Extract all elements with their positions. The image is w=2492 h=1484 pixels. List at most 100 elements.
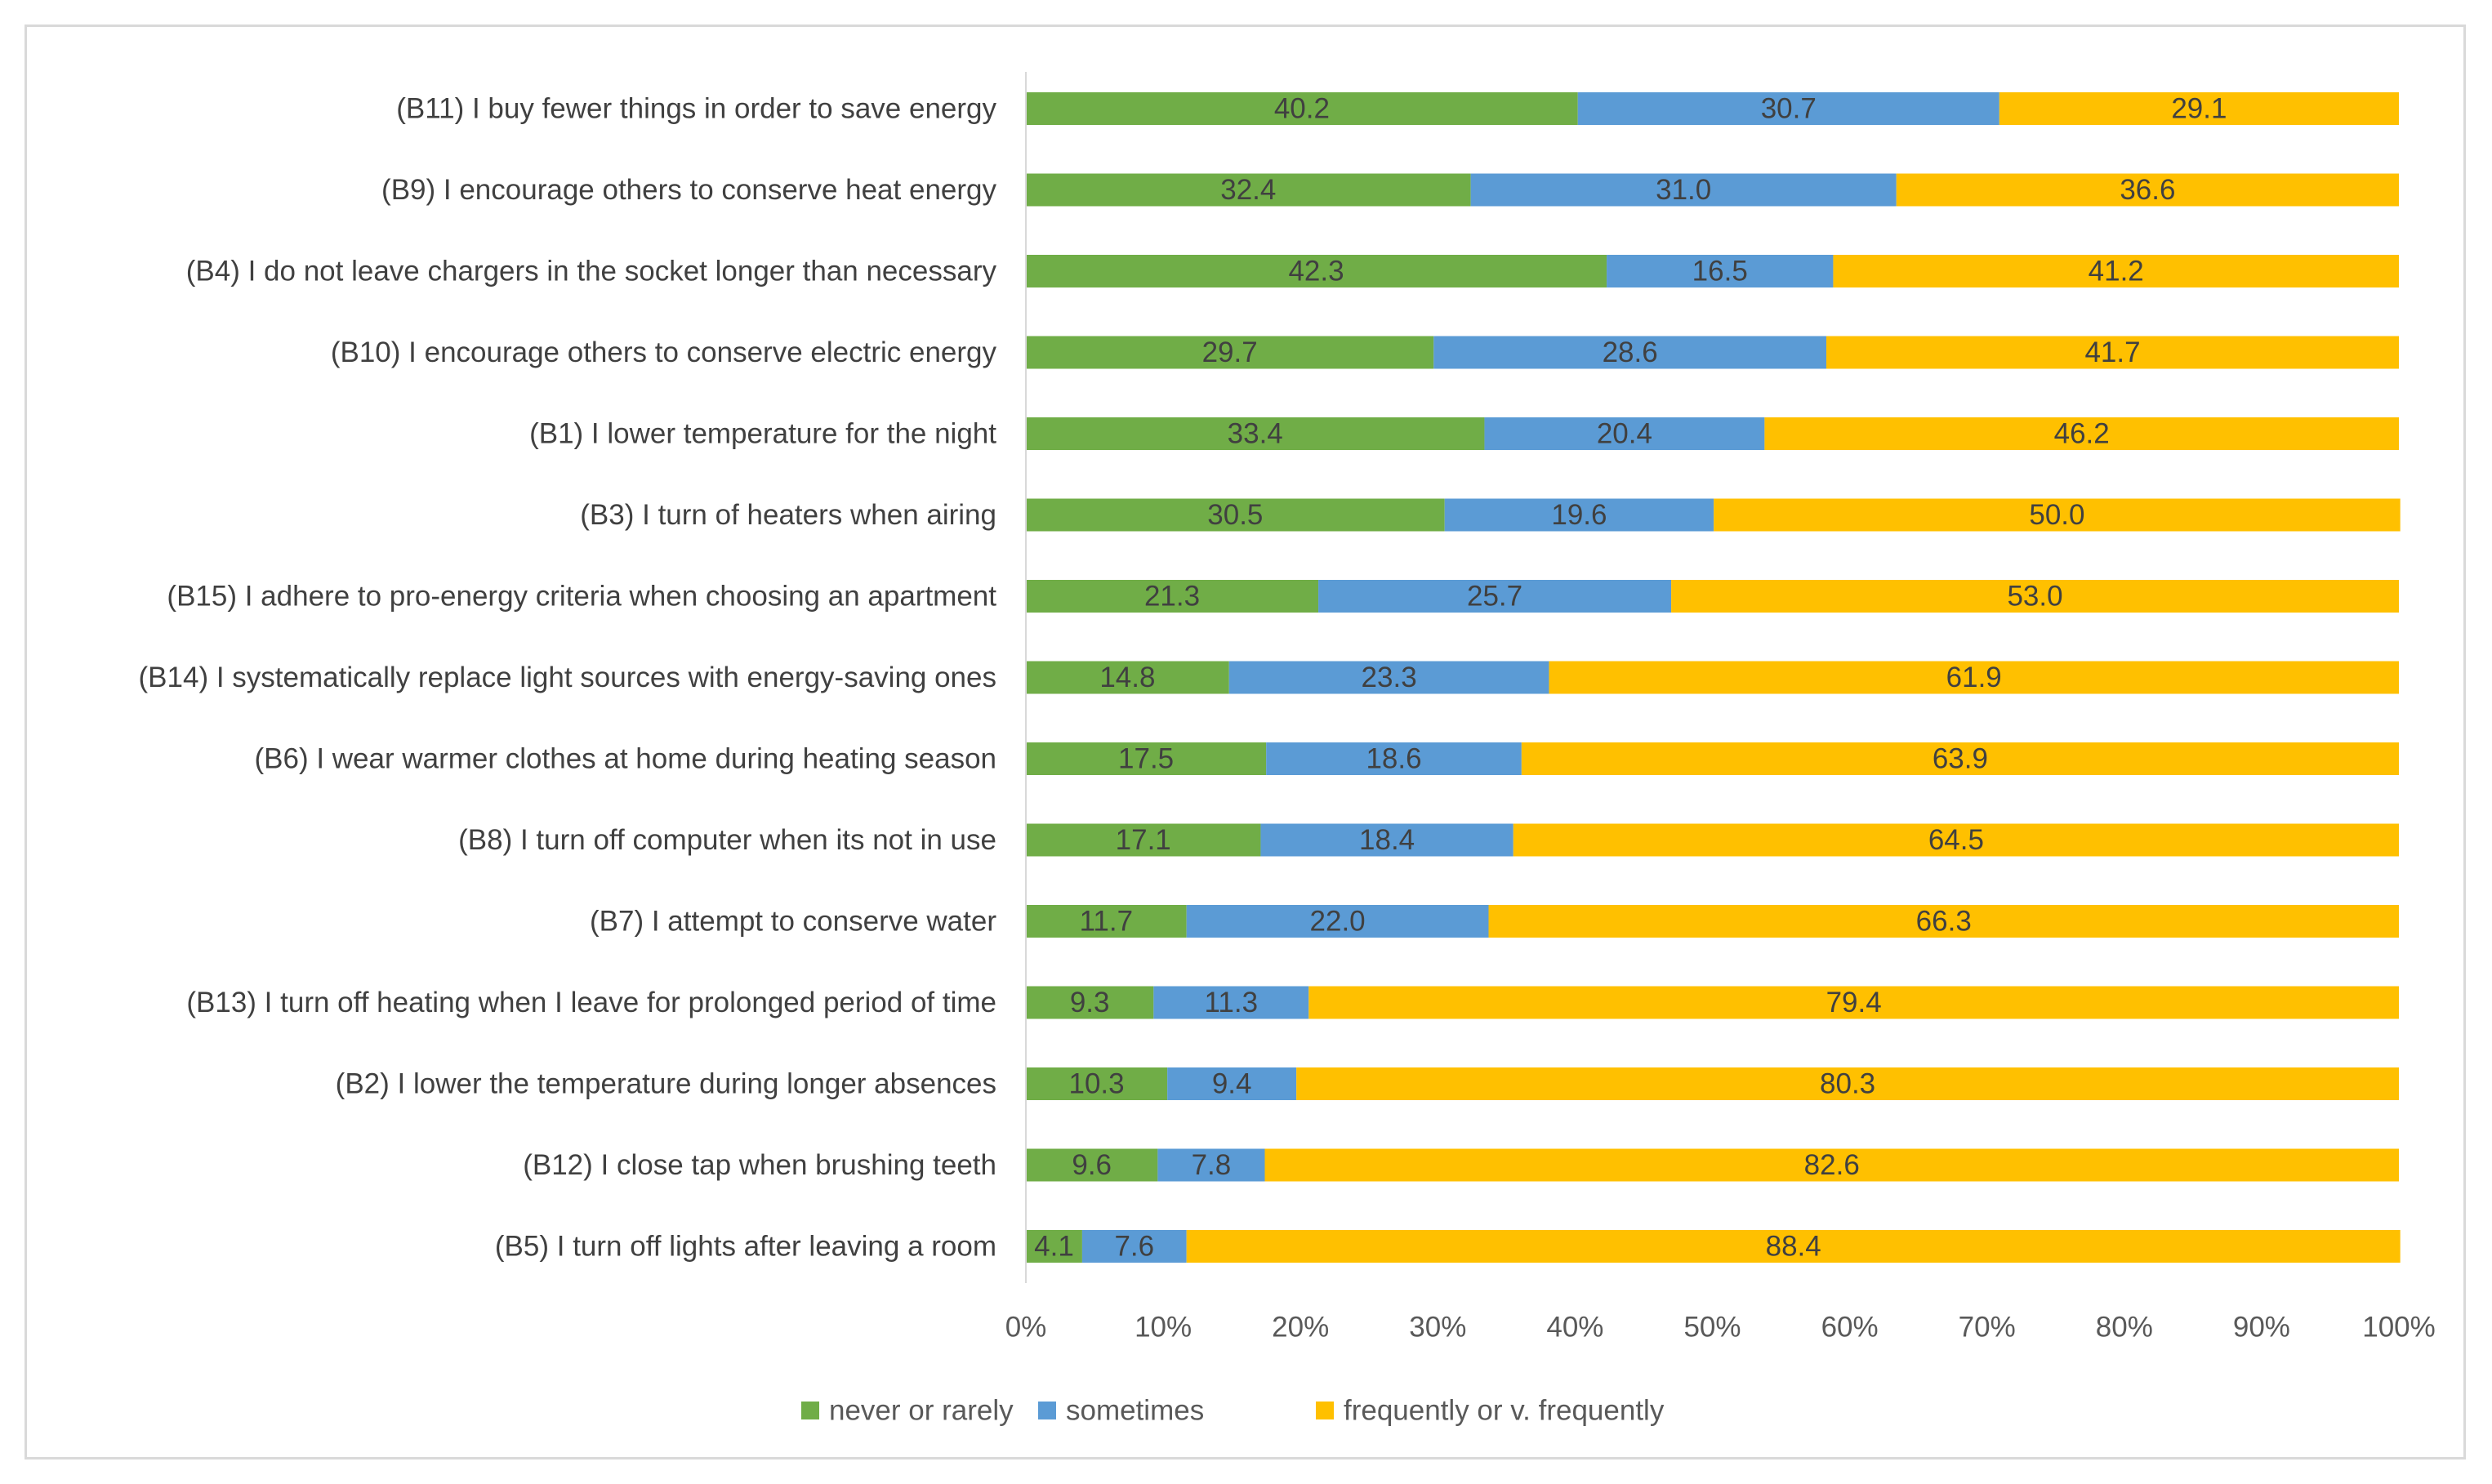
bar-segment-sometimes: [1444, 498, 1714, 532]
category-label: (B13) I turn off heating when I leave fo…: [186, 987, 996, 1018]
bar-segment-sometimes: [1266, 742, 1522, 775]
data-label: 9.4: [1212, 1068, 1252, 1100]
data-label: 17.5: [1118, 743, 1174, 775]
x-tick-label: 80%: [2096, 1312, 2153, 1344]
bar-segment-never-or-rarely: [1026, 417, 1485, 450]
stacked-bar-chart: 40.2 30.7 29.1 32.4 31.0 36.6 42.3 16.5 41.2 29.7…: [139, 72, 2436, 1427]
bar-segment-sometimes: [1433, 336, 1827, 369]
category-label: (B3) I turn of heaters when airing: [580, 499, 996, 531]
data-label: 32.4: [1220, 174, 1276, 206]
bar-segment-frequently: [1513, 823, 2399, 857]
data-label: 7.6: [1114, 1231, 1154, 1263]
data-label: 18.4: [1359, 824, 1415, 856]
bar-segment-frequently: [1896, 173, 2399, 207]
data-label: 22.0: [1310, 906, 1366, 938]
bar-segment-sometimes: [1577, 92, 1999, 125]
data-label: 46.2: [2054, 418, 2110, 450]
data-label: 11.3: [1205, 987, 1259, 1018]
data-label: 30.7: [1761, 93, 1817, 125]
data-label: 31.0: [1656, 174, 1711, 206]
axis-layer: (B11) I buy fewer things in order to sav…: [139, 72, 2436, 1344]
category-label: (B14) I systematically replace light sou…: [139, 662, 996, 693]
bar-segment-never-or-rarely: [1026, 173, 1471, 207]
bar-segment-frequently: [1296, 1067, 2399, 1100]
x-tick-label: 30%: [1409, 1312, 1466, 1344]
bar-segment-frequently: [1488, 905, 2399, 938]
bar-segment-sometimes: [1607, 255, 1834, 287]
category-label: (B4) I do not leave chargers in the sock…: [186, 256, 997, 287]
bar-segment-frequently: [1186, 1230, 2401, 1263]
data-label: 17.1: [1116, 824, 1171, 856]
category-label: (B2) I lower the temperature during long…: [336, 1068, 996, 1100]
legend: never or rarely sometimes frequently or v.…: [801, 1395, 1665, 1427]
bar-segment-sometimes: [1153, 986, 1309, 1019]
legend-label-sometimes: sometimes: [1066, 1395, 1204, 1427]
category-label: (B15) I adhere to pro-energy criteria wh…: [167, 581, 996, 613]
data-label: 29.1: [2171, 93, 2227, 125]
bars-layer: 40.2 30.7 29.1 32.4 31.0 36.6 42.3 16.5 41.2 29.7…: [1026, 92, 2401, 1263]
bar-segment-sometimes: [1081, 1230, 1187, 1263]
bar-segment-frequently: [1833, 255, 2399, 287]
data-label: 16.5: [1692, 256, 1748, 287]
category-label: (B9) I encourage others to conserve heat…: [381, 174, 996, 206]
bar-segment-sometimes: [1260, 823, 1513, 857]
bar-segment-never-or-rarely: [1026, 1148, 1158, 1182]
bar-segment-never-or-rarely: [1026, 823, 1261, 857]
bar-segment-frequently: [1308, 986, 2399, 1019]
data-label: 25.7: [1467, 581, 1522, 613]
bar-segment-never-or-rarely: [1026, 661, 1229, 694]
x-tick-label: 50%: [1683, 1312, 1741, 1344]
data-label: 21.3: [1144, 581, 1200, 613]
bar-segment-never-or-rarely: [1026, 1230, 1082, 1263]
data-label: 23.3: [1362, 662, 1417, 693]
bar-segment-never-or-rarely: [1026, 498, 1445, 532]
bar-segment-never-or-rarely: [1026, 255, 1607, 287]
data-label: 28.6: [1603, 336, 1658, 368]
data-label: 4.1: [1034, 1231, 1074, 1263]
category-label: (B10) I encourage others to conserve ele…: [331, 336, 997, 368]
bar-segment-never-or-rarely: [1026, 1067, 1168, 1100]
bar-segment-never-or-rarely: [1026, 580, 1319, 613]
data-label: 53.0: [2007, 581, 2062, 613]
legend-swatch-never-or-rarely: [801, 1402, 819, 1419]
chart-frame: 40.2 30.7 29.1 32.4 31.0 36.6 42.3 16.5 41.2 29.7…: [25, 25, 2466, 1459]
x-tick-label: 90%: [2233, 1312, 2290, 1344]
bar-segment-frequently: [1264, 1148, 2399, 1182]
data-label: 79.4: [1826, 987, 1882, 1018]
bar-segment-never-or-rarely: [1026, 905, 1187, 938]
x-tick-label: 60%: [1821, 1312, 1879, 1344]
data-label: 10.3: [1069, 1068, 1125, 1100]
data-label: 80.3: [1820, 1068, 1875, 1100]
category-label: (B5) I turn off lights after leaving a r…: [495, 1231, 996, 1263]
category-label: (B7) I attempt to conserve water: [590, 906, 996, 938]
legend-swatch-frequently: [1316, 1402, 1334, 1419]
x-tick-label: 70%: [1959, 1312, 2016, 1344]
data-label: 42.3: [1288, 256, 1344, 287]
bar-segment-never-or-rarely: [1026, 336, 1434, 369]
bar-segment-frequently: [1549, 661, 2399, 694]
x-tick-label: 40%: [1546, 1312, 1603, 1344]
legend-swatch-sometimes: [1038, 1402, 1056, 1419]
data-label: 64.5: [1928, 824, 1984, 856]
data-label: 63.9: [1933, 743, 1988, 775]
data-label: 41.7: [2084, 336, 2140, 368]
bar-segment-frequently: [1826, 336, 2399, 369]
bar-segment-frequently: [1671, 580, 2399, 613]
category-label: (B6) I wear warmer clothes at home durin…: [254, 743, 996, 775]
bar-segment-sometimes: [1318, 580, 1672, 613]
data-label: 50.0: [2029, 499, 2084, 531]
bar-segment-never-or-rarely: [1026, 742, 1267, 775]
category-label: (B12) I close tap when brushing teeth: [523, 1149, 996, 1181]
data-label: 61.9: [1946, 662, 2002, 693]
data-label: 19.6: [1551, 499, 1607, 531]
bar-segment-sometimes: [1157, 1148, 1265, 1182]
data-label: 18.6: [1366, 743, 1421, 775]
bar-segment-sometimes: [1167, 1067, 1297, 1100]
data-label: 66.3: [1916, 906, 1972, 938]
bar-segment-sometimes: [1186, 905, 1489, 938]
bar-segment-sometimes: [1228, 661, 1549, 694]
category-label: (B8) I turn off computer when its not in…: [458, 824, 996, 856]
bar-segment-never-or-rarely: [1026, 986, 1154, 1019]
x-tick-label: 20%: [1272, 1312, 1329, 1344]
bar-segment-frequently: [1714, 498, 2401, 532]
